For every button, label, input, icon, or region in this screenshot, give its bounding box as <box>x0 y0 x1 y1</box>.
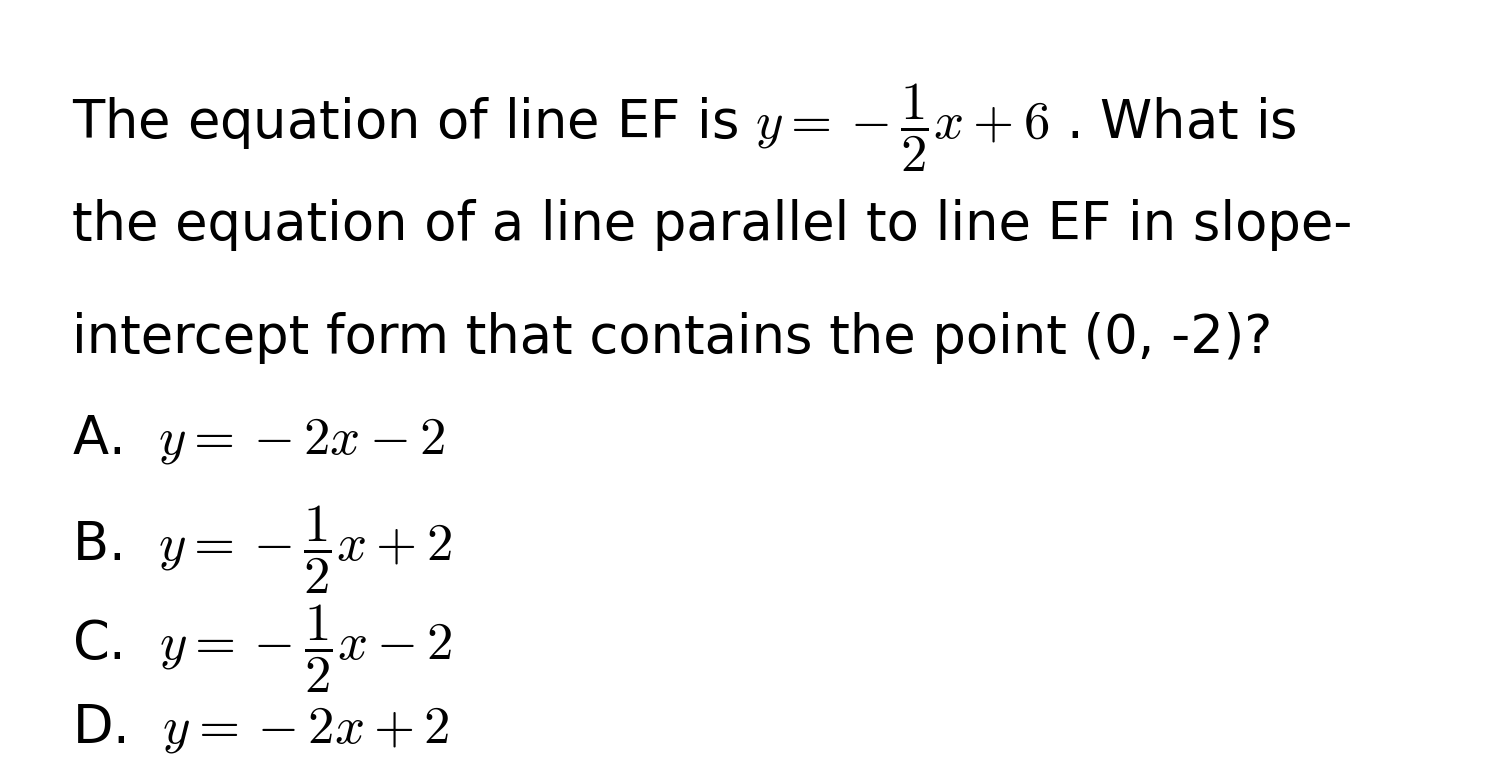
Text: C.  $y = -\dfrac{1}{2}x - 2$: C. $y = -\dfrac{1}{2}x - 2$ <box>72 602 453 695</box>
Text: B.  $y = -\dfrac{1}{2}x + 2$: B. $y = -\dfrac{1}{2}x + 2$ <box>72 503 452 596</box>
Text: A.  $y = -2x - 2$: A. $y = -2x - 2$ <box>72 413 446 466</box>
Text: the equation of a line parallel to line EF in slope-: the equation of a line parallel to line … <box>72 199 1353 251</box>
Text: intercept form that contains the point (0, -2)?: intercept form that contains the point (… <box>72 312 1272 364</box>
Text: The equation of line EF is $y = -\dfrac{1}{2}x + 6$ . What is: The equation of line EF is $y = -\dfrac{… <box>72 82 1296 175</box>
Text: D.  $y = -2x + 2$: D. $y = -2x + 2$ <box>72 702 450 755</box>
